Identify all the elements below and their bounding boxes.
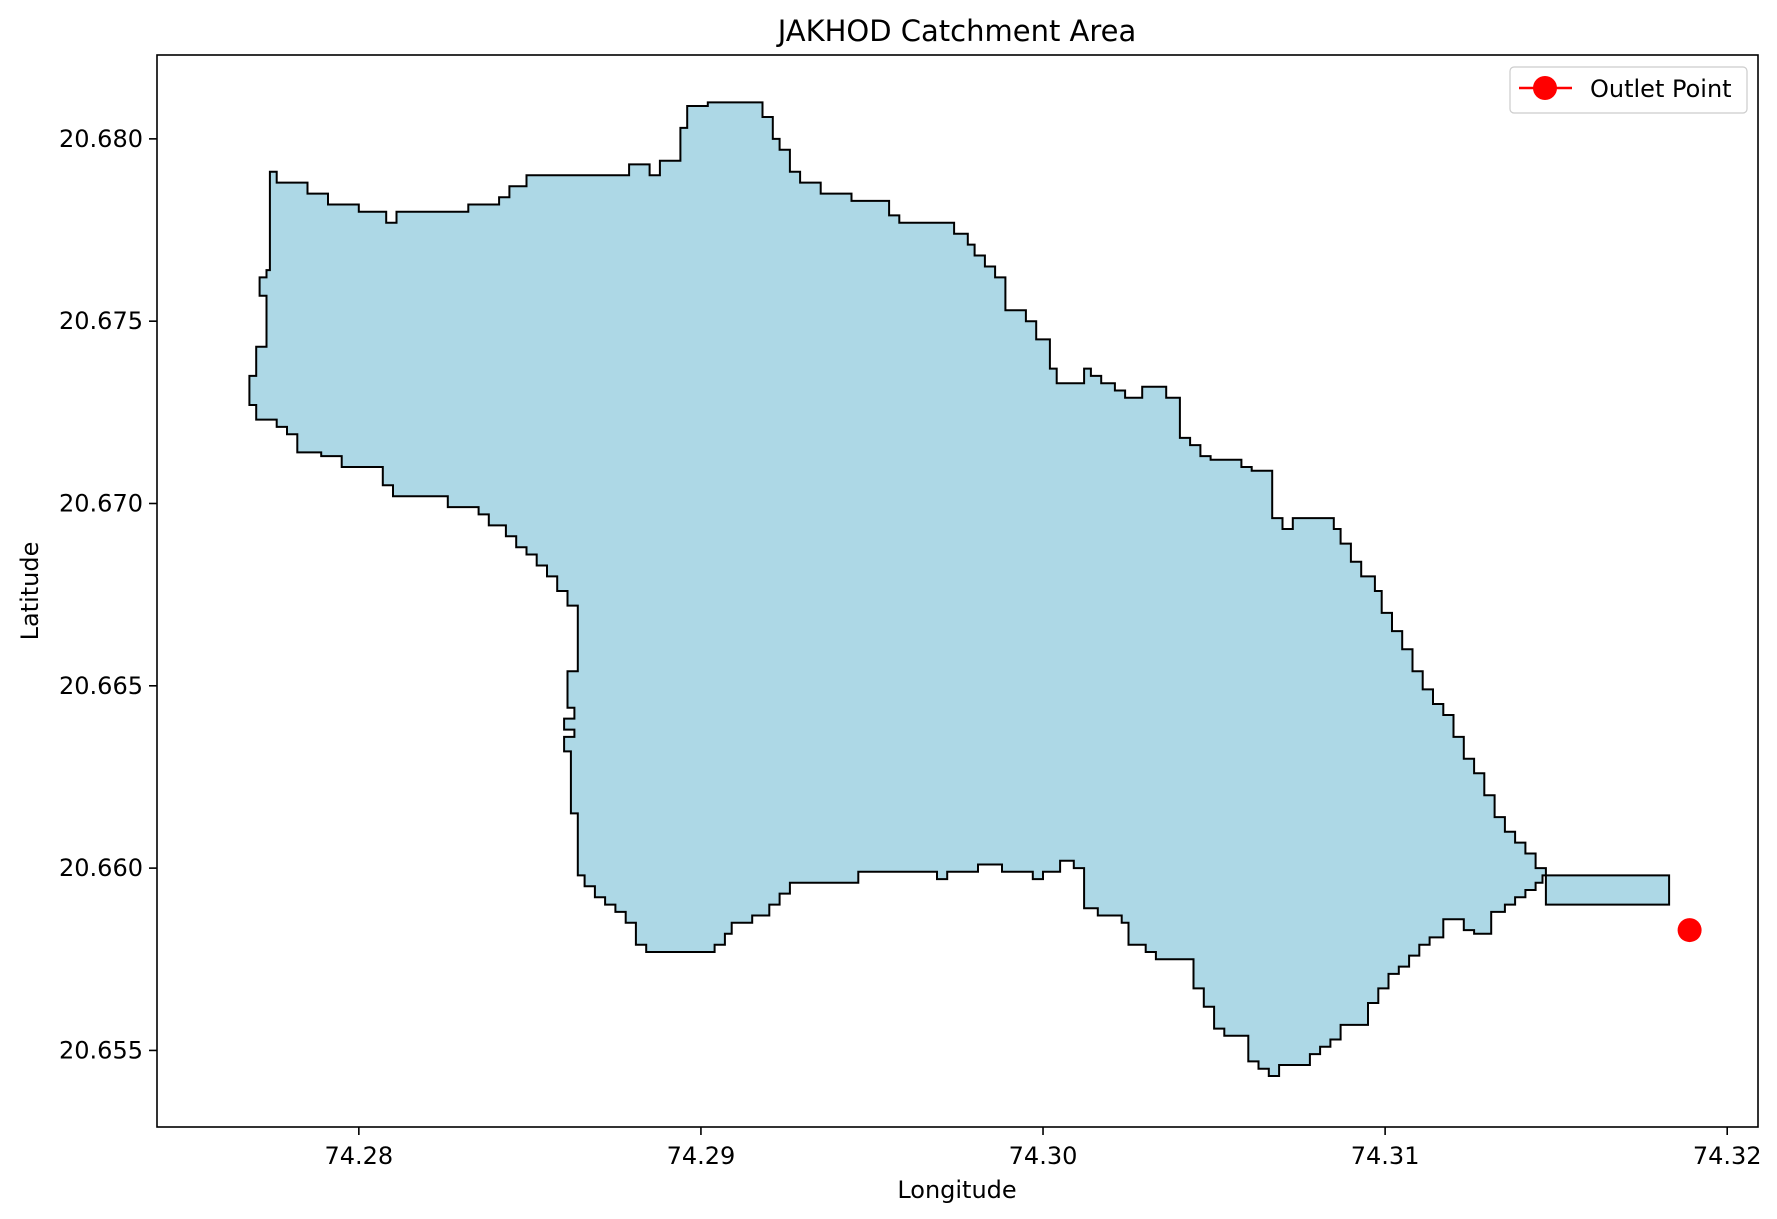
outlet-layer — [1677, 918, 1702, 943]
axes-frame — [156, 54, 1759, 1128]
y-tick-label: 20.675 — [59, 307, 143, 335]
x-tick-label: 74.30 — [1009, 1142, 1078, 1170]
legend: Outlet Point — [1509, 66, 1748, 114]
y-tick-label: 20.670 — [59, 489, 143, 517]
outlet-point-marker — [1677, 918, 1702, 943]
y-axis-ticks: 20.655 20.660 20.665 20.670 20.675 20.680 — [59, 125, 157, 1064]
x-tick-label: 74.28 — [324, 1142, 393, 1170]
x-tick-label: 74.29 — [667, 1142, 736, 1170]
catchment-layer — [248, 101, 1671, 1077]
y-tick-label: 20.655 — [59, 1036, 143, 1064]
legend-entry-outlet-point: Outlet Point — [1590, 75, 1732, 103]
plot-area — [156, 54, 1759, 1128]
legend-box — [1509, 66, 1748, 114]
y-axis-label: Latitude — [16, 542, 44, 641]
catchment-polygon — [248, 101, 1671, 1077]
y-tick-label: 20.665 — [59, 672, 143, 700]
x-tick-label: 74.32 — [1693, 1142, 1762, 1170]
x-axis-ticks: 74.28 74.29 74.30 74.31 74.32 — [324, 1127, 1762, 1170]
y-tick-label: 20.680 — [59, 125, 143, 153]
chart-title: JAKHOD Catchment Area — [776, 14, 1137, 48]
x-tick-label: 74.31 — [1351, 1142, 1420, 1170]
x-axis-label: Longitude — [897, 1176, 1016, 1204]
y-tick-label: 20.660 — [59, 854, 143, 882]
legend-outlet-marker — [1533, 76, 1557, 100]
